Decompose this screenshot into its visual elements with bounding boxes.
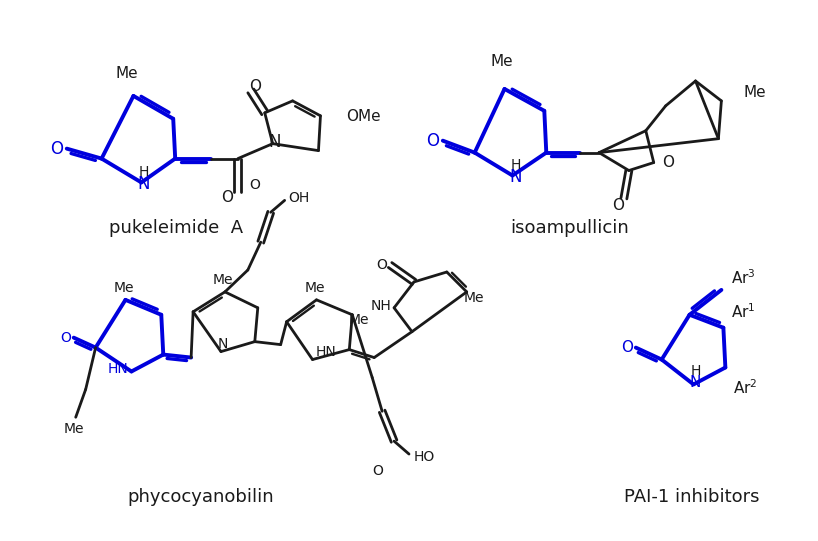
Text: Ar$^1$: Ar$^1$ [731,302,756,321]
Text: O: O [60,331,70,345]
Text: O: O [249,80,261,95]
Text: isoampullicin: isoampullicin [510,219,628,237]
Text: Me: Me [64,422,84,436]
Text: Ar$^3$: Ar$^3$ [731,269,756,287]
Text: H: H [138,164,149,179]
Text: O: O [426,131,438,150]
Text: N: N [509,168,522,187]
Text: OMe: OMe [346,109,381,124]
Text: Me: Me [349,313,370,327]
Text: N: N [690,375,701,390]
Text: Me: Me [464,291,484,305]
Text: Me: Me [115,65,137,81]
Text: NH: NH [371,299,391,313]
Text: O: O [50,140,63,157]
Text: Ar$^2$: Ar$^2$ [733,378,757,397]
Text: HO: HO [414,450,435,464]
Text: O: O [376,258,387,272]
Text: O: O [249,179,260,193]
Text: Me: Me [490,54,513,69]
Text: O: O [373,464,384,478]
Text: HN: HN [108,362,128,377]
Text: OH: OH [289,192,310,206]
Text: phycocyanobilin: phycocyanobilin [128,488,274,506]
Text: Me: Me [113,281,133,295]
Text: HN: HN [316,345,336,359]
Text: H: H [690,365,701,379]
Text: Me: Me [304,281,325,295]
Text: N: N [137,175,150,194]
Text: PAI-1 inhibitors: PAI-1 inhibitors [624,488,759,506]
Text: N: N [268,133,281,150]
Text: H: H [510,157,520,171]
Text: O: O [662,155,674,170]
Text: Me: Me [744,85,766,101]
Text: O: O [621,340,633,355]
Text: N: N [218,337,228,351]
Text: O: O [612,198,624,213]
Text: Me: Me [213,273,233,287]
Text: pukeleimide  A: pukeleimide A [109,219,243,237]
Text: O: O [221,190,233,205]
